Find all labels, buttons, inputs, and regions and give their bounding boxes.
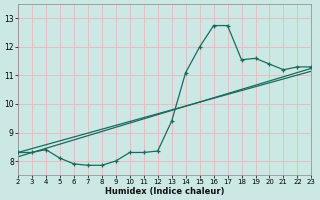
X-axis label: Humidex (Indice chaleur): Humidex (Indice chaleur)	[105, 187, 224, 196]
